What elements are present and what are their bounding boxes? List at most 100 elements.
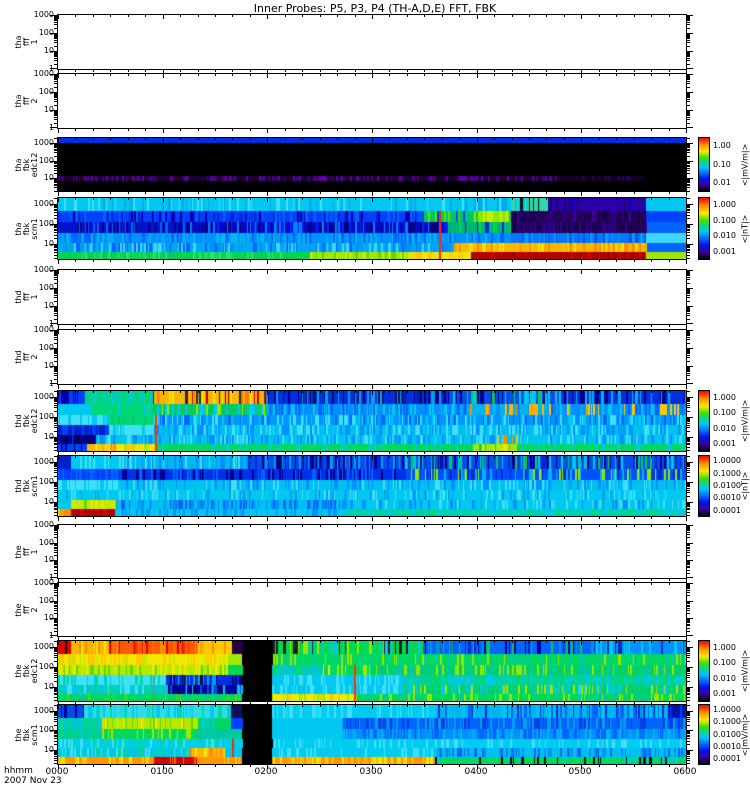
tick-mark xyxy=(180,69,181,72)
tick-mark xyxy=(110,198,111,200)
tick-mark xyxy=(529,516,530,519)
tick-mark xyxy=(686,76,690,77)
y-tick-label: 1000 xyxy=(33,578,54,587)
panel-tha_fff_1: 1000 100 10 1 xyxy=(34,10,693,74)
tick-mark xyxy=(686,647,693,648)
tick-mark xyxy=(459,74,460,76)
tick-mark xyxy=(529,191,530,194)
tick-mark xyxy=(686,180,690,181)
tick-mark xyxy=(686,212,690,213)
tick-mark xyxy=(50,750,58,751)
tick-mark xyxy=(564,15,565,17)
tick-mark xyxy=(686,391,690,392)
tick-mark xyxy=(320,384,321,387)
tick-mark xyxy=(198,138,199,140)
tick-mark xyxy=(54,361,58,362)
tick-mark xyxy=(686,625,690,626)
tick-mark xyxy=(686,206,690,207)
tick-mark xyxy=(128,270,129,272)
tick-mark xyxy=(686,492,690,493)
tick-mark xyxy=(54,373,58,374)
tick-mark xyxy=(477,128,478,133)
tick-mark xyxy=(651,128,652,131)
tick-mark xyxy=(93,198,94,200)
tick-mark xyxy=(634,128,635,131)
x-tick-label: 0300 xyxy=(359,767,383,777)
tick-mark xyxy=(285,456,286,458)
y-tick-label: 1000 xyxy=(33,520,54,529)
tick-mark xyxy=(54,277,58,278)
tick-mark xyxy=(180,636,181,639)
tick-mark xyxy=(54,64,58,65)
tick-mark xyxy=(320,330,321,332)
tick-mark xyxy=(54,463,58,464)
tick-mark xyxy=(686,35,690,36)
tick-mark xyxy=(250,578,251,581)
tick-mark xyxy=(686,207,690,208)
tick-mark xyxy=(54,751,58,752)
tick-mark xyxy=(564,191,565,194)
tick-mark xyxy=(424,324,425,327)
tick-mark xyxy=(686,468,690,469)
tick-mark xyxy=(686,149,690,150)
tick-mark xyxy=(54,438,58,439)
tick-mark xyxy=(686,602,690,603)
tick-mark xyxy=(651,259,652,262)
tick-mark xyxy=(599,324,600,327)
tick-mark xyxy=(512,259,513,262)
tick-mark xyxy=(54,431,58,432)
tick-mark xyxy=(54,75,58,76)
tick-mark xyxy=(232,456,233,458)
tick-mark xyxy=(54,247,58,248)
tick-mark xyxy=(320,259,321,262)
tick-mark xyxy=(686,272,690,273)
tick-mark xyxy=(686,516,687,521)
tick-mark xyxy=(54,301,58,302)
tick-mark xyxy=(250,516,251,519)
tick-mark xyxy=(686,504,690,505)
y-tick-label: 1 xyxy=(48,64,54,73)
tick-mark xyxy=(442,270,443,272)
tick-mark xyxy=(302,128,303,131)
tick-mark xyxy=(564,270,565,272)
tick-mark xyxy=(686,403,690,404)
tick-mark xyxy=(459,15,460,17)
tick-mark xyxy=(145,701,146,704)
tick-mark xyxy=(54,595,58,596)
tick-mark xyxy=(581,128,582,133)
tick-mark xyxy=(407,525,408,527)
y-tick-label: 100 xyxy=(38,412,54,421)
tick-mark xyxy=(686,227,690,228)
tick-mark xyxy=(50,224,58,225)
tick-mark xyxy=(110,259,111,262)
tick-mark xyxy=(581,525,582,529)
tick-mark xyxy=(686,258,690,259)
tick-mark xyxy=(54,547,58,548)
tick-mark xyxy=(54,651,58,652)
tick-mark xyxy=(54,101,58,102)
tick-mark xyxy=(512,525,513,527)
tick-mark xyxy=(529,330,530,332)
tick-mark xyxy=(599,578,600,581)
tick-mark xyxy=(320,516,321,519)
tick-mark xyxy=(58,324,59,329)
tick-mark xyxy=(93,69,94,72)
tick-mark xyxy=(686,168,690,169)
tick-mark xyxy=(198,764,199,767)
tick-mark xyxy=(407,128,408,131)
tick-mark xyxy=(686,744,690,745)
tick-mark xyxy=(54,398,58,399)
tick-mark xyxy=(75,391,76,393)
tick-mark xyxy=(686,245,690,246)
tick-mark xyxy=(145,384,146,387)
tick-mark xyxy=(128,191,129,194)
tick-mark xyxy=(54,272,58,273)
tick-mark xyxy=(337,138,338,140)
tick-mark xyxy=(564,128,565,131)
y-tick-label: 10 xyxy=(43,301,54,310)
tick-mark xyxy=(54,335,58,336)
tick-mark xyxy=(686,401,690,402)
tick-mark xyxy=(285,191,286,194)
colorbar-tha_fbk_edc12 xyxy=(698,137,710,192)
